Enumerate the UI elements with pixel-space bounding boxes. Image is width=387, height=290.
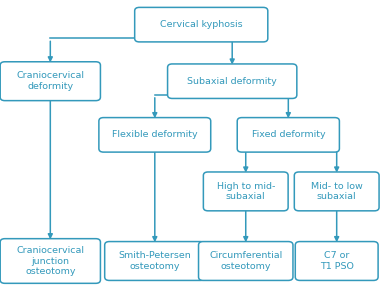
FancyBboxPatch shape <box>99 118 211 152</box>
Text: Craniocervical
deformity: Craniocervical deformity <box>16 71 84 91</box>
FancyBboxPatch shape <box>295 242 378 280</box>
Text: Smith-Petersen
osteotomy: Smith-Petersen osteotomy <box>118 251 191 271</box>
FancyBboxPatch shape <box>104 242 205 280</box>
Text: Cervical kyphosis: Cervical kyphosis <box>160 20 243 29</box>
Text: Craniocervical
junction
osteotomy: Craniocervical junction osteotomy <box>16 246 84 276</box>
FancyBboxPatch shape <box>199 242 293 280</box>
Text: Fixed deformity: Fixed deformity <box>252 130 325 139</box>
FancyBboxPatch shape <box>294 172 379 211</box>
FancyBboxPatch shape <box>0 239 101 283</box>
Text: High to mid-
subaxial: High to mid- subaxial <box>217 182 275 201</box>
Text: Circumferential
osteotomy: Circumferential osteotomy <box>209 251 283 271</box>
Text: C7 or
T1 PSO: C7 or T1 PSO <box>320 251 354 271</box>
Text: Mid- to low
subaxial: Mid- to low subaxial <box>311 182 363 201</box>
Text: Subaxial deformity: Subaxial deformity <box>187 77 277 86</box>
FancyBboxPatch shape <box>135 7 268 42</box>
FancyBboxPatch shape <box>0 62 101 101</box>
FancyBboxPatch shape <box>204 172 288 211</box>
Text: Flexible deformity: Flexible deformity <box>112 130 198 139</box>
FancyBboxPatch shape <box>237 118 339 152</box>
FancyBboxPatch shape <box>168 64 297 99</box>
